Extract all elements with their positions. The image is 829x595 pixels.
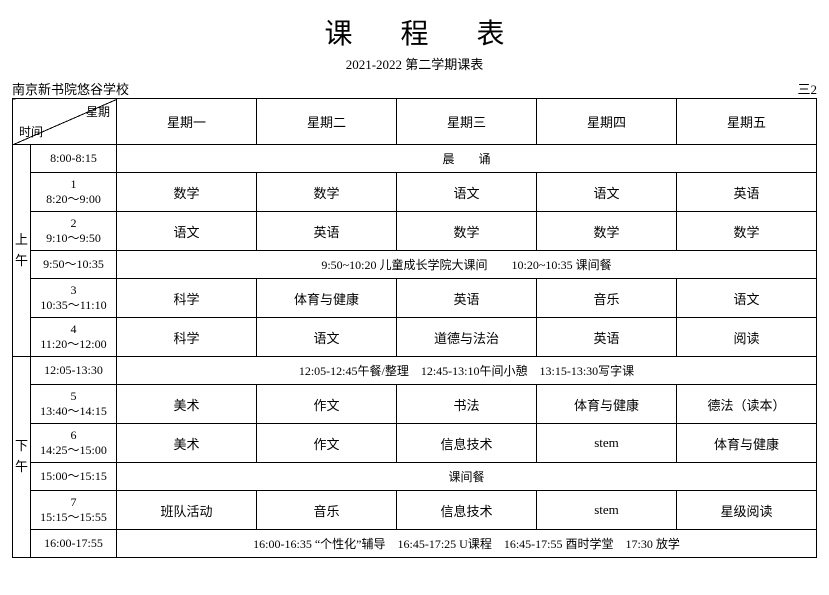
subject-cell: 班队活动: [117, 491, 257, 530]
day-header: 星期三: [397, 99, 537, 145]
subject-cell: 语文: [677, 279, 817, 318]
time-cell: 12:05-13:30: [31, 357, 117, 385]
page-subtitle: 2021-2022 第二学期课表: [12, 54, 817, 73]
subject-cell: 科学: [117, 279, 257, 318]
corner-diag: 星期 时间: [13, 99, 117, 145]
subject-cell: 数学: [397, 212, 537, 251]
time-cell: 16:00-17:55: [31, 530, 117, 558]
time-cell: 310:35～11:10: [31, 279, 117, 318]
subject-cell: 数学: [677, 212, 817, 251]
subject-cell: 美术: [117, 424, 257, 463]
subject-cell: 信息技术: [397, 491, 537, 530]
day-header: 星期二: [257, 99, 397, 145]
subject-cell: 体育与健康: [257, 279, 397, 318]
diag-bottom: 时间: [19, 123, 43, 140]
diag-top: 星期: [86, 103, 110, 120]
time-cell: 18:20～9:00: [31, 173, 117, 212]
subject-cell: 作文: [257, 385, 397, 424]
subject-cell: 数学: [117, 173, 257, 212]
school-name: 南京新书院悠谷学校: [12, 79, 129, 98]
span-row: 9:50~10:20 儿童成长学院大课间 10:20~10:35 课间餐: [117, 251, 817, 279]
subject-cell: 德法（读本）: [677, 385, 817, 424]
day-header: 星期一: [117, 99, 257, 145]
time-cell: 715:15～15:55: [31, 491, 117, 530]
time-cell: 15:00～15:15: [31, 463, 117, 491]
page-title: 课程表: [12, 12, 817, 52]
subject-cell: 英语: [537, 318, 677, 357]
subject-cell: 书法: [397, 385, 537, 424]
subject-cell: 科学: [117, 318, 257, 357]
subject-cell: 星级阅读: [677, 491, 817, 530]
span-row: 16:00-16:35 “个性化”辅导 16:45-17:25 U课程 16:4…: [117, 530, 817, 558]
subject-cell: 英语: [397, 279, 537, 318]
subject-cell: stem: [537, 424, 677, 463]
subject-cell: 音乐: [257, 491, 397, 530]
subject-cell: 语文: [397, 173, 537, 212]
span-row: 晨 诵: [117, 145, 817, 173]
subject-cell: 语文: [537, 173, 677, 212]
subject-cell: stem: [537, 491, 677, 530]
subject-cell: 数学: [537, 212, 677, 251]
subject-cell: 体育与健康: [537, 385, 677, 424]
time-cell: 614:25～15:00: [31, 424, 117, 463]
subject-cell: 语文: [257, 318, 397, 357]
time-cell: 8:00-8:15: [31, 145, 117, 173]
day-header: 星期四: [537, 99, 677, 145]
afternoon-label: 下午: [13, 357, 31, 558]
subject-cell: 语文: [117, 212, 257, 251]
subject-cell: 信息技术: [397, 424, 537, 463]
span-row: 12:05-12:45午餐/整理 12:45-13:10午间小憩 13:15-1…: [117, 357, 817, 385]
time-cell: 9:50～10:35: [31, 251, 117, 279]
timetable: 星期 时间 星期一 星期二 星期三 星期四 星期五 上午 8:00-8:15 晨…: [12, 98, 817, 558]
subject-cell: 英语: [677, 173, 817, 212]
subject-cell: 作文: [257, 424, 397, 463]
class-label: 三2: [797, 79, 817, 98]
time-cell: 513:40～14:15: [31, 385, 117, 424]
time-cell: 411:20～12:00: [31, 318, 117, 357]
subject-cell: 体育与健康: [677, 424, 817, 463]
subject-cell: 美术: [117, 385, 257, 424]
subject-cell: 道德与法治: [397, 318, 537, 357]
subject-cell: 数学: [257, 173, 397, 212]
morning-label: 上午: [13, 145, 31, 357]
time-cell: 29:10～9:50: [31, 212, 117, 251]
span-row: 课间餐: [117, 463, 817, 491]
subject-cell: 音乐: [537, 279, 677, 318]
subject-cell: 英语: [257, 212, 397, 251]
subject-cell: 阅读: [677, 318, 817, 357]
day-header: 星期五: [677, 99, 817, 145]
